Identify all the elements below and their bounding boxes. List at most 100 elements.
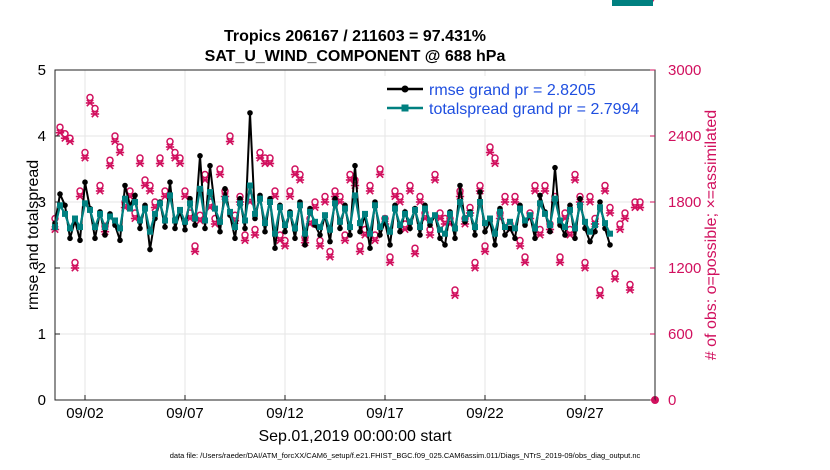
obs-assimilated-point (135, 159, 145, 168)
rmse-point (272, 245, 278, 251)
obs-assimilated-point (165, 143, 175, 151)
rmse-point (477, 189, 483, 195)
obs-assimilated-point (265, 159, 275, 168)
obs-assimilated-point (65, 137, 75, 146)
obs-possible-point (96, 181, 104, 190)
rmse-point (537, 192, 543, 199)
obs-possible-point (366, 181, 374, 190)
rmse-point (452, 235, 458, 242)
totalspread-point (422, 205, 428, 212)
totalspread-point (577, 202, 583, 209)
rmse-point (237, 195, 243, 202)
obs-possible-point (141, 176, 149, 184)
rmse-point (607, 242, 613, 248)
rmse-point (92, 235, 98, 242)
plot-frame (54, 69, 656, 401)
rmse-point (137, 225, 143, 232)
obs-possible-point (216, 165, 224, 173)
totalspread-point (307, 208, 313, 215)
y-axis-label: rmse and totalspread (25, 160, 42, 310)
obs-possible-point (336, 192, 344, 201)
totalspread-point (187, 200, 193, 207)
obs-assimilated-point (450, 291, 460, 300)
totalspread-point (352, 192, 358, 199)
totalspread-point (157, 200, 163, 207)
totalspread-point (392, 205, 398, 212)
totalspread-point (142, 205, 148, 212)
totalspread-point (337, 218, 343, 225)
rmse-point (282, 228, 288, 235)
totalspread-point (77, 224, 83, 231)
totalspread-point (112, 217, 118, 224)
obs-possible-point (331, 187, 339, 195)
obs-assimilated-point (355, 247, 365, 256)
totalspread-point (472, 224, 478, 231)
totalspread-point (87, 206, 93, 213)
totalspread-point (497, 208, 503, 215)
totalspread-point (102, 224, 108, 231)
rmse-point (332, 195, 338, 202)
y-tick-label: 3 (38, 194, 46, 211)
obs-possible-point (451, 286, 459, 294)
totalspread-point (442, 230, 448, 237)
axis-ticks: 0 1 2 3 4 5 0 600 1200 1800 2400 3000 09/02 09/07 09/1… (38, 62, 702, 422)
obs-possible-point (491, 154, 499, 162)
totalspread-point (612, 0, 618, 6)
obs-assimilated-point (375, 170, 385, 179)
rmse-point (67, 235, 73, 242)
rmse-point (522, 222, 528, 228)
totalspread-point (287, 210, 293, 217)
totalspread-point (247, 182, 253, 189)
legend-rmse-marker (401, 85, 409, 93)
rmse-point (62, 202, 68, 209)
totalspread-point (397, 222, 403, 229)
obs-possible-point (431, 170, 439, 179)
rmse-point (457, 182, 463, 189)
obs-possible-point (541, 181, 549, 190)
rmse-point (247, 110, 253, 116)
obs-possible-point (91, 104, 99, 113)
rmse-point (357, 228, 363, 235)
obs-assimilated-point (520, 258, 530, 267)
rmse-point (317, 232, 323, 238)
y2-tick-label: 600 (668, 326, 693, 343)
x-tick-label: 09/27 (566, 405, 604, 422)
totalspread-point (272, 230, 278, 237)
rmse-point (202, 225, 208, 232)
totalspread-point (282, 222, 288, 229)
rmse-point (207, 162, 213, 169)
totalspread-point (147, 228, 153, 235)
obs-assimilated-point (320, 198, 330, 206)
legend-rmse-label: rmse grand pr = 2.8205 (429, 82, 596, 99)
obs-assimilated-point (585, 198, 595, 206)
totalspread-point (417, 224, 423, 231)
totalspread-point (607, 230, 613, 237)
obs-possible-point (481, 242, 489, 250)
totalspread-point (212, 205, 218, 212)
totalspread-point (382, 215, 388, 222)
obs-possible-point (391, 187, 399, 195)
obs-assimilated-point (480, 247, 490, 256)
obs-assimilated-point (430, 176, 440, 184)
obs-assimilated-point (190, 247, 200, 256)
rmse-point (532, 235, 538, 242)
x-axis-label: Sep.01,2019 00:00:00 start (258, 428, 452, 445)
totalspread-point (107, 213, 113, 220)
rmse-point (597, 199, 603, 205)
legend-spread-marker (401, 104, 409, 112)
x-tick-label: 09/12 (266, 405, 304, 422)
obs-possible-point (106, 156, 114, 164)
obs-assimilated-point (605, 209, 615, 217)
obs-assimilated-point (340, 236, 350, 245)
rmse-point (102, 232, 108, 238)
obs-assimilated-point (510, 198, 520, 206)
obs-assimilated-point (485, 148, 495, 157)
rmse-point (367, 245, 373, 251)
rmse-point (252, 215, 258, 222)
rmse-point (172, 225, 178, 232)
rmse-point (222, 186, 228, 192)
obs-assimilated-point (610, 275, 620, 283)
obs-assimilated-point (110, 137, 120, 146)
totalspread-point (362, 210, 368, 217)
